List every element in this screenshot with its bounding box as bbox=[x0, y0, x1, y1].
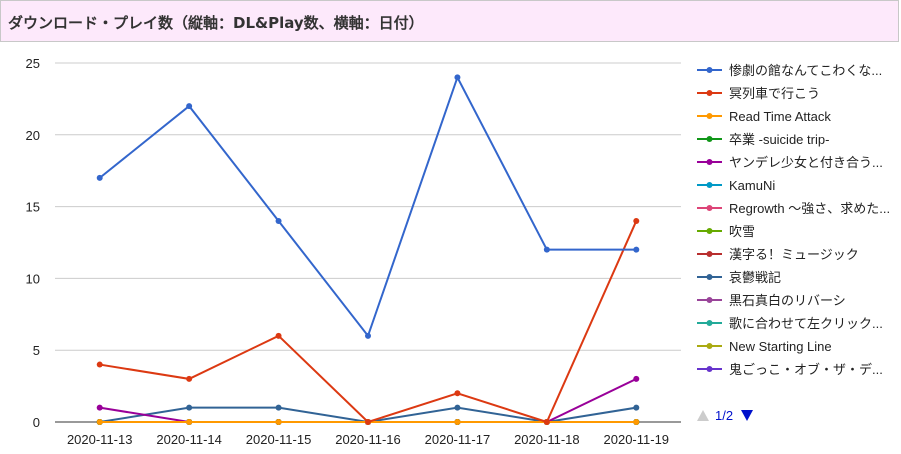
x-tick-label: 2020-11-16 bbox=[335, 432, 401, 447]
data-point[interactable] bbox=[186, 375, 193, 382]
y-tick-label: 15 bbox=[26, 200, 40, 215]
legend-label: 哀鬱戦記 bbox=[729, 270, 781, 285]
y-tick-label: 25 bbox=[26, 56, 40, 71]
legend-entry[interactable]: 卒業 -suicide trip- bbox=[697, 132, 829, 147]
data-point[interactable] bbox=[633, 217, 640, 224]
legend-entry[interactable]: ヤンデレ少女と付き合う... bbox=[697, 155, 883, 170]
x-axis-ticks: 2020-11-13 2020-11-14 2020-11-15 2020-11-16… bbox=[67, 432, 669, 447]
gridlines bbox=[55, 62, 681, 423]
data-point[interactable] bbox=[275, 217, 282, 224]
legend-next-page-icon[interactable] bbox=[741, 410, 753, 421]
data-point[interactable] bbox=[454, 74, 461, 81]
data-point[interactable] bbox=[275, 332, 282, 339]
legend-label: ヤンデレ少女と付き合う... bbox=[729, 155, 883, 170]
legend-swatch-point bbox=[706, 343, 713, 349]
legend-label: Read Time Attack bbox=[729, 109, 831, 124]
series-line-group bbox=[96, 217, 640, 425]
data-point[interactable] bbox=[275, 419, 282, 425]
legend-swatch-point bbox=[706, 297, 713, 303]
legend-swatch-point bbox=[706, 251, 713, 257]
chart-title: ダウンロード・プレイ数（縦軸：DL&Play数、横軸：日付） bbox=[8, 14, 424, 32]
data-point[interactable] bbox=[275, 404, 282, 411]
data-point[interactable] bbox=[543, 419, 550, 425]
legend-label: Regrowth 〜強さ、求めた... bbox=[729, 201, 890, 216]
legend-swatch-point bbox=[706, 90, 713, 96]
legend-swatch-point bbox=[706, 274, 713, 280]
series-line-group bbox=[96, 74, 640, 339]
legend-entry[interactable]: Read Time Attack bbox=[697, 109, 831, 124]
data-point[interactable] bbox=[633, 375, 640, 382]
legend-label: 冥列車で行こう bbox=[729, 86, 820, 101]
data-point[interactable] bbox=[454, 419, 461, 425]
legend-swatch-point bbox=[706, 205, 713, 211]
x-tick-label: 2020-11-13 bbox=[67, 432, 133, 447]
legend-entry[interactable]: 惨劇の館なんてこわくな... bbox=[697, 63, 882, 78]
data-point[interactable] bbox=[96, 361, 103, 368]
data-point[interactable] bbox=[186, 419, 193, 425]
legend-swatch-point bbox=[706, 182, 713, 188]
y-tick-label: 0 bbox=[33, 415, 40, 430]
legend-label: 吹雪 bbox=[729, 224, 755, 239]
series-line bbox=[99, 220, 638, 424]
legend-entry[interactable]: New Starting Line bbox=[697, 339, 832, 354]
legend-page-indicator: 1/2 bbox=[715, 408, 733, 423]
legend-label: 歌に合わせて左クリック... bbox=[729, 316, 883, 331]
data-point[interactable] bbox=[633, 246, 640, 253]
data-point[interactable] bbox=[96, 404, 103, 411]
data-point[interactable] bbox=[543, 246, 550, 253]
data-point[interactable] bbox=[454, 390, 461, 397]
legend-label: 漢字る！ミュージック bbox=[729, 247, 859, 262]
legend-entry[interactable]: Regrowth 〜強さ、求めた... bbox=[697, 201, 890, 216]
data-point[interactable] bbox=[186, 404, 193, 411]
x-tick-label: 2020-11-18 bbox=[514, 432, 580, 447]
legend-entry[interactable]: 漢字る！ミュージック bbox=[697, 247, 859, 262]
x-tick-label: 2020-11-17 bbox=[425, 432, 491, 447]
y-tick-label: 20 bbox=[26, 128, 40, 143]
x-tick-label: 2020-11-15 bbox=[246, 432, 312, 447]
x-tick-label: 2020-11-14 bbox=[156, 432, 222, 447]
legend-swatch-point bbox=[706, 136, 713, 142]
legend-entry[interactable]: 冥列車で行こう bbox=[697, 86, 820, 101]
legend-label: 惨劇の館なんてこわくな... bbox=[729, 63, 882, 78]
legend-swatch-point bbox=[706, 67, 713, 73]
legend-swatch-point bbox=[706, 366, 713, 372]
legend-swatch-point bbox=[706, 159, 713, 165]
series-line-group bbox=[96, 375, 640, 425]
data-point[interactable] bbox=[633, 404, 640, 411]
legend-label: 黒石真白のリバーシ bbox=[729, 293, 846, 308]
data-point[interactable] bbox=[186, 103, 193, 110]
series-group bbox=[96, 74, 640, 425]
legend-pager: 1/2 bbox=[697, 408, 753, 423]
data-point[interactable] bbox=[365, 419, 371, 425]
data-point[interactable] bbox=[96, 174, 103, 181]
data-point[interactable] bbox=[633, 419, 640, 425]
x-tick-label: 2020-11-19 bbox=[604, 432, 670, 447]
legend-entry[interactable]: 歌に合わせて左クリック... bbox=[697, 316, 883, 331]
legend-entry[interactable]: 鬼ごっこ・オブ・ザ・デ... bbox=[697, 362, 883, 377]
legend-swatch-point bbox=[706, 320, 713, 326]
legend-label: New Starting Line bbox=[729, 339, 832, 354]
legend-prev-page-icon[interactable] bbox=[697, 410, 709, 421]
y-axis-ticks: 0 5 10 15 20 25 bbox=[26, 56, 40, 430]
legend-entry[interactable]: 哀鬱戦記 bbox=[697, 270, 781, 285]
chart-header: ダウンロード・プレイ数（縦軸：DL&Play数、横軸：日付） bbox=[0, 0, 899, 42]
legend-entry[interactable]: KamuNi bbox=[697, 178, 775, 193]
legend-label: 卒業 -suicide trip- bbox=[729, 132, 829, 147]
legend-swatch-point bbox=[706, 113, 713, 119]
legend-entry[interactable]: 吹雪 bbox=[697, 224, 755, 239]
legend-label: 鬼ごっこ・オブ・ザ・デ... bbox=[729, 362, 883, 377]
data-point[interactable] bbox=[365, 332, 371, 339]
legend: 惨劇の館なんてこわくな... 冥列車で行こう Read Time Attack 卒業 … bbox=[697, 63, 890, 377]
y-tick-label: 10 bbox=[26, 271, 40, 286]
legend-entry[interactable]: 黒石真白のリバーシ bbox=[697, 293, 846, 308]
legend-swatch-point bbox=[706, 228, 713, 234]
data-point[interactable] bbox=[96, 419, 103, 425]
legend-label: KamuNi bbox=[729, 178, 775, 193]
y-tick-label: 5 bbox=[33, 343, 40, 358]
data-point[interactable] bbox=[454, 404, 461, 411]
